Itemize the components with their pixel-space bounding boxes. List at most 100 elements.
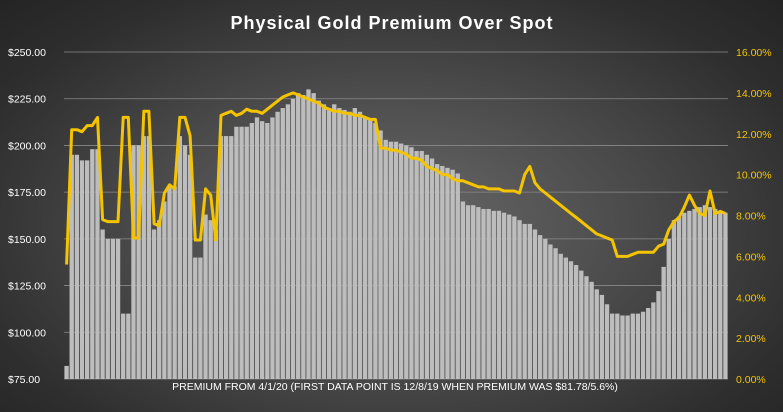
premium-bar (563, 257, 569, 379)
premium-bar (507, 214, 512, 379)
premium-bar (378, 130, 383, 379)
premium-bar (584, 276, 589, 379)
premium-bar (548, 244, 553, 379)
premium-bar (254, 117, 260, 380)
premium-bar (126, 313, 131, 379)
y-tick-label: $250.00 (8, 47, 46, 59)
premium-bar (362, 117, 368, 380)
premium-bar (671, 220, 677, 379)
premium-bar (316, 100, 321, 379)
premium-bar (280, 108, 285, 380)
premium-dollar-bars (64, 89, 728, 380)
premium-bar (368, 119, 373, 380)
premium-bar (651, 302, 656, 379)
premium-bar (501, 212, 507, 379)
premium-bar (115, 238, 121, 379)
premium-bar (568, 261, 574, 379)
x-axis-label: PREMIUM FROM 4/1/20 (FIRST DATA POINT IS… (172, 381, 618, 393)
premium-bar (177, 136, 182, 379)
premium-bar (157, 220, 162, 379)
y2-tick-label: 6.00% (736, 251, 766, 263)
premium-bar (90, 149, 95, 379)
premium-bar (573, 265, 579, 379)
premium-bar (435, 164, 440, 379)
premium-bar (615, 313, 620, 379)
premium-bar (213, 229, 219, 379)
premium-bar (275, 111, 280, 380)
premium-bar (69, 154, 74, 379)
premium-bar (393, 141, 399, 379)
premium-bar (445, 167, 450, 379)
premium-bar (296, 93, 301, 379)
premium-bar (95, 149, 100, 379)
premium-bar (332, 104, 337, 379)
premium-bar (522, 223, 527, 379)
premium-bar (121, 313, 126, 379)
y2-tick-label: 2.00% (736, 333, 766, 345)
premium-bar (620, 315, 625, 379)
premium-bar (172, 186, 177, 379)
premium-bar (203, 214, 208, 379)
premium-bar (249, 123, 255, 380)
premium-bar (105, 238, 110, 379)
premium-bar (162, 201, 167, 379)
premium-bar (146, 136, 152, 379)
premium-bar (707, 207, 713, 379)
premium-bar (589, 281, 594, 379)
premium-bar (491, 210, 496, 379)
premium-bar (326, 108, 332, 380)
premium-bar (74, 154, 80, 379)
premium-bar (301, 94, 306, 379)
premium-bar (141, 136, 146, 379)
premium-bar (388, 141, 394, 379)
premium-bar (712, 208, 718, 379)
premium-bar (218, 136, 224, 379)
premium-bar (321, 104, 327, 379)
premium-bar (404, 145, 409, 379)
premium-bar (702, 205, 708, 379)
premium-bar (537, 235, 543, 379)
premium-bar (342, 109, 347, 379)
y-tick-label: $75.00 (8, 374, 40, 386)
premium-bar (409, 147, 414, 379)
premium-bar (136, 145, 141, 379)
premium-bar (682, 212, 687, 379)
premium-bar (543, 238, 548, 379)
premium-bar (646, 307, 651, 379)
premium-bar (337, 108, 342, 380)
premium-bar (450, 169, 455, 379)
premium-bar (182, 145, 188, 379)
premium-bar (151, 229, 157, 379)
premium-bar (229, 136, 234, 379)
y-tick-label: $150.00 (8, 234, 46, 246)
premium-bar (373, 123, 378, 380)
left-axis-ticks: $75.00 $100.00 $125.00 $150.00 $175.00 $200.0… (8, 47, 46, 386)
premium-bar (208, 220, 213, 379)
premium-bar (553, 248, 558, 379)
premium-bar (718, 210, 723, 379)
premium-bar (666, 238, 671, 379)
premium-bar (460, 201, 466, 379)
y2-tick-label: 10.00% (736, 170, 772, 182)
y-tick-label: $100.00 (8, 327, 46, 339)
premium-bar (357, 111, 363, 380)
premium-percent-line (65, 91, 726, 265)
premium-bar (455, 173, 460, 379)
premium-bar (517, 220, 522, 379)
premium-bar (579, 270, 584, 379)
premium-bar (259, 121, 265, 379)
premium-bar (692, 208, 697, 379)
premium-bar (527, 223, 533, 379)
premium-bar (290, 98, 296, 379)
y2-tick-label: 8.00% (736, 211, 766, 223)
premium-bar (352, 108, 357, 380)
premium-bar (512, 216, 517, 379)
premium-bar (265, 123, 270, 380)
premium-bar (687, 210, 692, 379)
y-tick-label: $175.00 (8, 187, 46, 199)
premium-bar (429, 158, 435, 379)
premium-bar (285, 104, 291, 379)
premium-bar (625, 315, 630, 379)
premium-bar (424, 154, 430, 379)
premium-bar (239, 126, 244, 379)
